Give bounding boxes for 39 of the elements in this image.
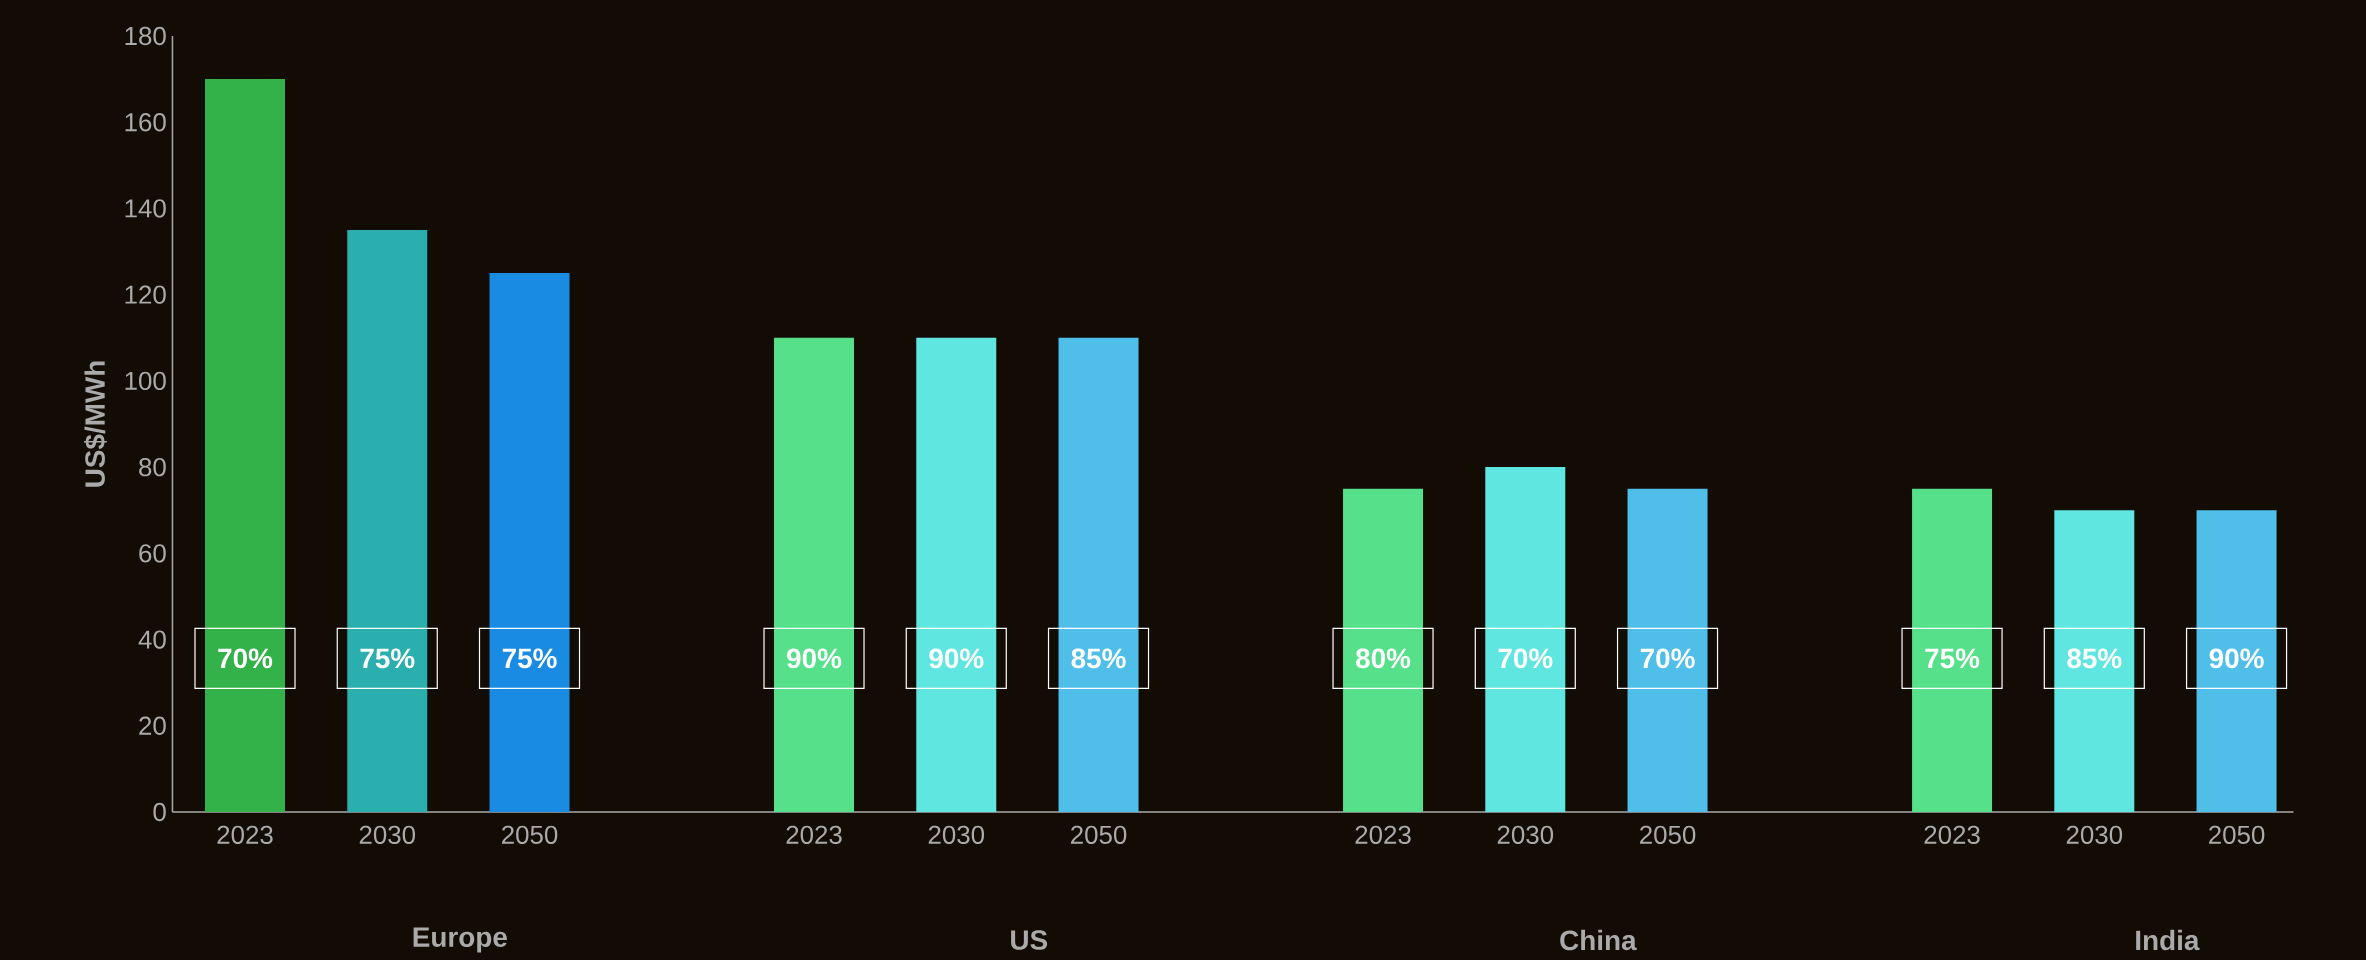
y-tick-label: 100 (125, 371, 166, 391)
x-tick-label: 2050 (1640, 825, 1696, 844)
annotation: 70% (1498, 648, 1553, 669)
annotation: 80% (1356, 648, 1411, 669)
text: China (1560, 929, 1637, 951)
x-tick-label: 2023 (786, 825, 842, 844)
annotation: 70% (1640, 648, 1695, 669)
y-tick-label: 20 (139, 716, 166, 735)
y-tick-label: 140 (125, 199, 166, 218)
y-tick-label: 60 (139, 544, 166, 563)
y-tick-label: 160 (125, 113, 166, 132)
x-tick-label: 2030 (928, 825, 985, 844)
annotation: 70% (218, 648, 273, 669)
x-tick-label: 2050 (1071, 825, 1127, 844)
x-tick-label: 2030 (359, 825, 416, 844)
y-tick-label: 120 (125, 285, 166, 304)
text: Europe (413, 927, 507, 953)
annotation: 75% (1925, 648, 1980, 669)
annotation: 90% (2209, 648, 2264, 669)
annotation: 85% (1071, 648, 1126, 669)
y-tick-label: 80 (139, 457, 166, 477)
annotation: 75% (360, 648, 415, 669)
text: India (2136, 929, 2200, 951)
y-tick-label: 0 (153, 802, 166, 822)
x-tick-label: 2023 (1355, 825, 1411, 844)
y-tick-label: 180 (125, 26, 166, 46)
y-axis-title: US$/MWh (83, 361, 107, 487)
x-tick-label: 2023 (217, 825, 273, 844)
x-tick-label: 2030 (1497, 825, 1554, 844)
annotation: 75% (502, 648, 557, 669)
text: US (1011, 930, 1048, 950)
annotation: 90% (787, 648, 842, 669)
x-tick-label: 2030 (2066, 825, 2123, 844)
x-tick-label: 2023 (1924, 825, 1980, 844)
x-tick-label: 2050 (2209, 825, 2265, 844)
annotation: 90% (929, 648, 984, 669)
x-tick-label: 2050 (501, 825, 558, 844)
y-tick-label: 40 (138, 630, 166, 649)
annotation: 85% (2067, 648, 2122, 669)
